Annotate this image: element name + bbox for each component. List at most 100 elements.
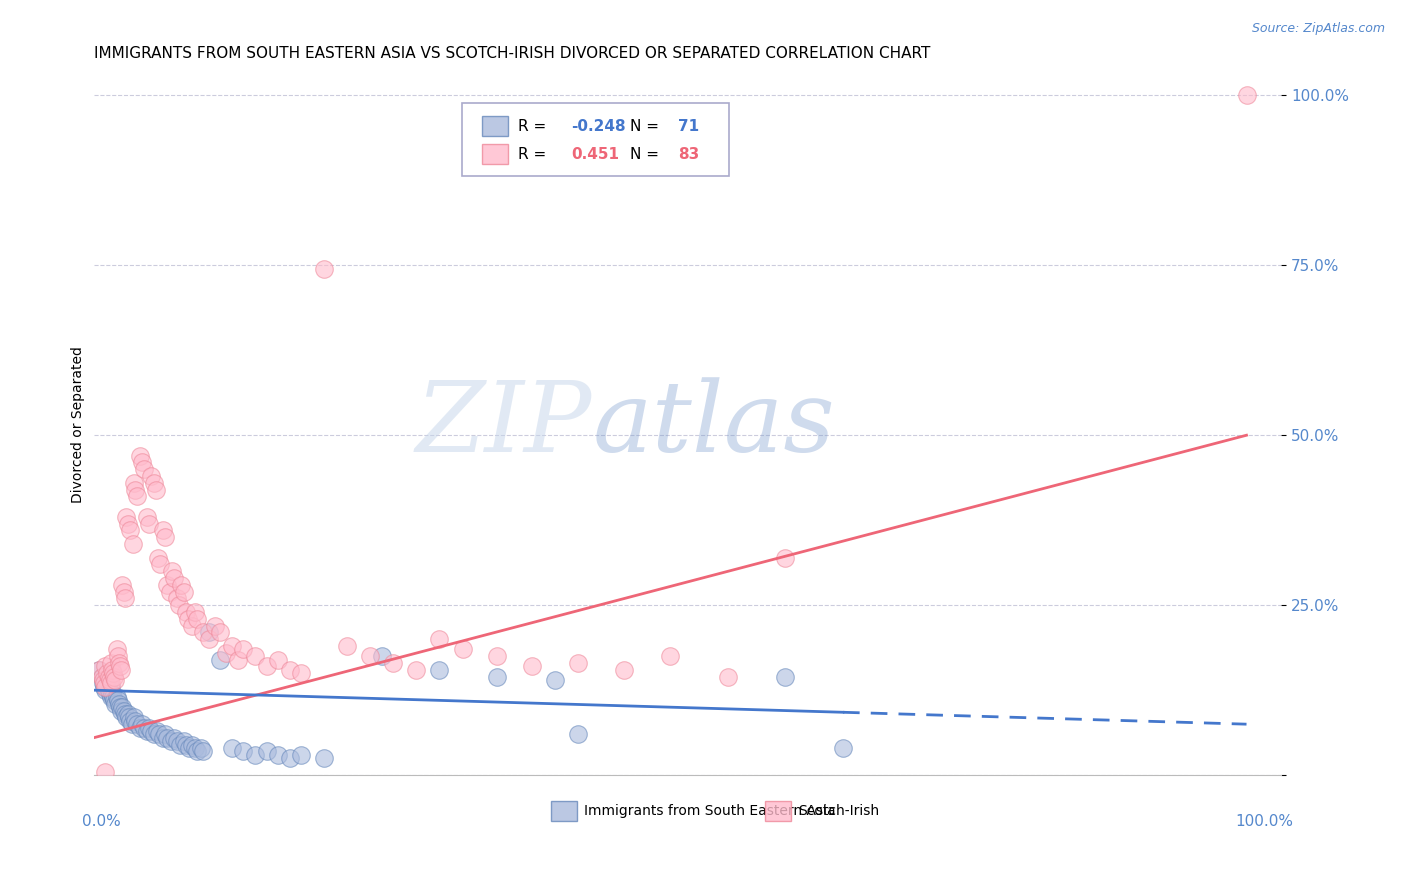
Point	[101, 687, 124, 701]
Text: 0.0%: 0.0%	[82, 814, 121, 829]
Point	[115, 710, 138, 724]
Point	[226, 652, 249, 666]
Point	[120, 524, 142, 538]
Point	[486, 649, 509, 664]
Point	[98, 687, 121, 701]
Point	[160, 564, 183, 578]
Text: IMMIGRANTS FROM SOUTH EASTERN ASIA VS SCOTCH-IRISH DIVORCED OR SEPARATED CORRELA: IMMIGRANTS FROM SOUTH EASTERN ASIA VS SC…	[94, 46, 929, 62]
Point	[166, 591, 188, 606]
Point	[97, 683, 120, 698]
Point	[101, 663, 124, 677]
Point	[290, 666, 312, 681]
Point	[108, 659, 131, 673]
Point	[104, 697, 127, 711]
Point	[108, 656, 131, 670]
Point	[173, 734, 195, 748]
Point	[166, 734, 188, 748]
Point	[567, 656, 589, 670]
Point	[101, 666, 124, 681]
Point	[179, 741, 201, 756]
Point	[156, 731, 179, 745]
Point	[174, 605, 197, 619]
Point	[93, 676, 115, 690]
Point	[89, 663, 111, 677]
Point	[97, 669, 120, 683]
Point	[146, 723, 169, 738]
Point	[104, 673, 127, 687]
Text: 71: 71	[678, 119, 699, 134]
Point	[96, 666, 118, 681]
Point	[107, 693, 129, 707]
Point	[100, 690, 122, 704]
Point	[135, 723, 157, 738]
Point	[91, 673, 114, 687]
Point	[114, 591, 136, 606]
Text: Source: ZipAtlas.com: Source: ZipAtlas.com	[1251, 22, 1385, 36]
FancyBboxPatch shape	[551, 801, 576, 821]
Point	[127, 717, 149, 731]
Point	[149, 558, 172, 572]
Point	[180, 738, 202, 752]
Point	[135, 509, 157, 524]
Point	[145, 483, 167, 497]
Point	[128, 449, 150, 463]
Text: 83: 83	[678, 146, 699, 161]
Point	[314, 261, 336, 276]
Point	[486, 669, 509, 683]
Text: N =: N =	[630, 146, 659, 161]
Point	[112, 584, 135, 599]
Point	[232, 744, 254, 758]
Point	[94, 680, 117, 694]
Text: Scotch-Irish: Scotch-Irish	[797, 804, 879, 818]
Point	[148, 727, 170, 741]
Text: 0.451: 0.451	[571, 146, 619, 161]
Point	[146, 550, 169, 565]
Point	[567, 727, 589, 741]
Y-axis label: Divorced or Separated: Divorced or Separated	[72, 347, 86, 503]
Text: Immigrants from South Eastern Asia: Immigrants from South Eastern Asia	[583, 804, 835, 818]
Point	[429, 632, 451, 647]
Text: 100.0%: 100.0%	[1234, 814, 1294, 829]
Point	[131, 717, 153, 731]
Point	[198, 625, 221, 640]
Point	[103, 693, 125, 707]
Point	[156, 578, 179, 592]
Point	[112, 704, 135, 718]
FancyBboxPatch shape	[482, 116, 508, 136]
Point	[184, 605, 207, 619]
Point	[180, 618, 202, 632]
Point	[520, 659, 543, 673]
Point	[221, 639, 243, 653]
Point	[429, 663, 451, 677]
Point	[107, 649, 129, 664]
Point	[103, 669, 125, 683]
Point	[131, 455, 153, 469]
Point	[118, 710, 141, 724]
Text: R =: R =	[517, 119, 546, 134]
Point	[108, 697, 131, 711]
Point	[371, 649, 394, 664]
Point	[152, 731, 174, 745]
Point	[111, 578, 134, 592]
Point	[100, 656, 122, 670]
Point	[186, 744, 208, 758]
Point	[278, 663, 301, 677]
Point	[153, 530, 176, 544]
Point	[91, 676, 114, 690]
Point	[215, 646, 238, 660]
Point	[117, 706, 139, 721]
Point	[221, 741, 243, 756]
Point	[173, 584, 195, 599]
Point	[159, 734, 181, 748]
Point	[114, 706, 136, 721]
Point	[405, 663, 427, 677]
Point	[191, 744, 214, 758]
Point	[94, 659, 117, 673]
Point	[190, 741, 212, 756]
Point	[121, 717, 143, 731]
Point	[775, 550, 797, 565]
Point	[314, 751, 336, 765]
Point	[613, 663, 636, 677]
Point	[278, 751, 301, 765]
Point	[163, 571, 186, 585]
